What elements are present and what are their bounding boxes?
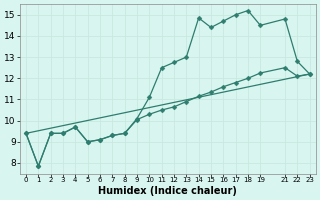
X-axis label: Humidex (Indice chaleur): Humidex (Indice chaleur) <box>98 186 237 196</box>
